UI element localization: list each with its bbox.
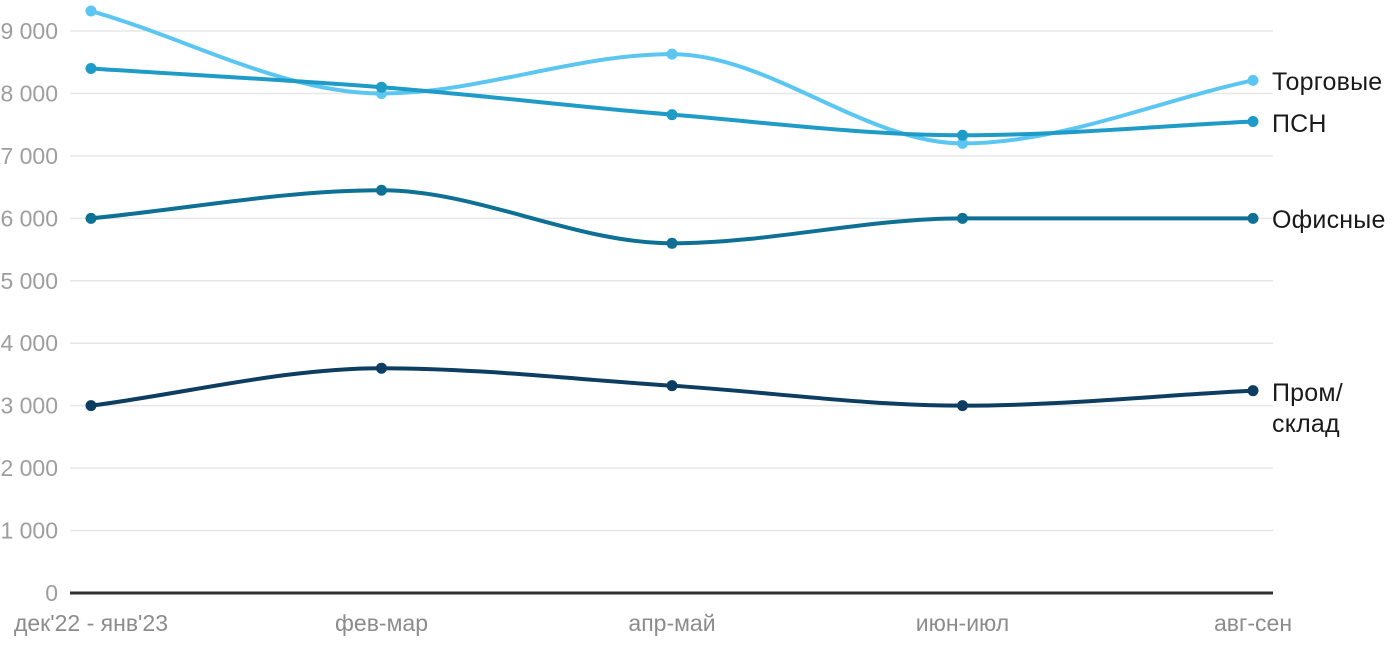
series-label-psn: ПСН (1272, 109, 1327, 138)
y-tick-label: 6 000 (0, 205, 58, 231)
series-label-prom-sklad: Пром/ склад (1272, 378, 1343, 438)
data-point-marker[interactable] (957, 212, 968, 224)
y-tick-label: 8 000 (0, 80, 58, 106)
y-tick-label: 5 000 (0, 268, 58, 294)
data-point-marker[interactable] (376, 184, 387, 196)
data-point-marker[interactable] (376, 362, 387, 374)
data-point-marker[interactable] (85, 5, 97, 17)
data-point-marker[interactable] (666, 48, 678, 60)
y-tick-label: 2 000 (0, 455, 58, 481)
data-point-marker[interactable] (957, 137, 968, 149)
x-axis-label: авг-сен (1214, 610, 1292, 636)
data-point-marker[interactable] (85, 62, 97, 74)
y-tick-label: 9 000 (0, 18, 58, 44)
data-point-marker[interactable] (1247, 116, 1259, 128)
data-point-marker[interactable] (1247, 74, 1259, 86)
data-point-marker[interactable] (666, 380, 678, 392)
series-line (89, 188, 1255, 246)
data-point-marker[interactable] (85, 212, 97, 224)
y-tick-label: 7 000 (0, 143, 58, 169)
data-point-marker[interactable] (85, 400, 97, 412)
y-tick-label: 1 000 (0, 518, 58, 544)
x-axis-label: фев-мар (335, 610, 428, 636)
y-tick-label: 0 (45, 580, 58, 606)
y-tick-label: 3 000 (0, 393, 58, 419)
series-label-torgovye: Торговые (1272, 68, 1383, 97)
y-tick-label: 4 000 (0, 330, 58, 356)
x-axis-label: дек'22 - янв'23 (14, 610, 168, 636)
x-axis-label: июн-июл (916, 610, 1009, 636)
data-point-marker[interactable] (957, 129, 968, 141)
data-point-marker[interactable] (1247, 212, 1259, 224)
data-point-marker[interactable] (1247, 385, 1259, 397)
series-label-ofisnye: Офисные (1272, 206, 1386, 235)
data-point-marker[interactable] (666, 109, 678, 121)
data-point-marker[interactable] (957, 400, 968, 412)
data-point-marker[interactable] (666, 237, 678, 249)
data-point-marker[interactable] (376, 81, 387, 93)
x-axis-label: апр-май (628, 610, 715, 636)
